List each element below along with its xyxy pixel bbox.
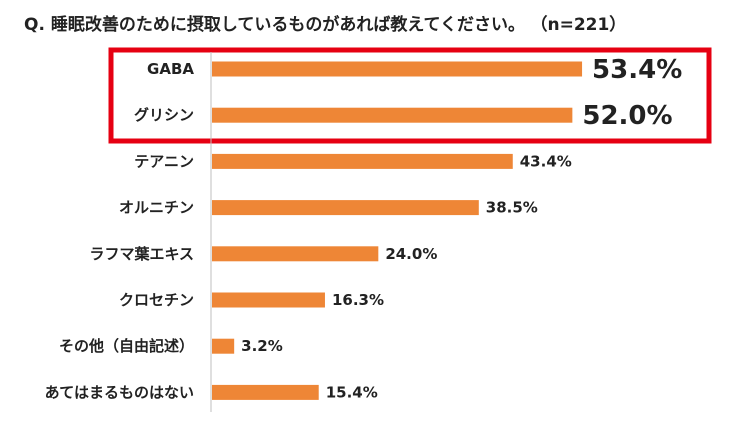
bar xyxy=(212,200,479,216)
category-label: あてはまるものはない xyxy=(45,383,194,401)
bar xyxy=(212,153,513,169)
category-label: クロセチン xyxy=(119,291,194,309)
bar xyxy=(212,338,235,354)
value-label: 3.2% xyxy=(241,337,283,355)
category-label: ラフマ葉エキス xyxy=(89,245,194,263)
category-label: グリシン xyxy=(134,106,194,124)
bar xyxy=(212,292,325,308)
value-label: 43.4% xyxy=(520,152,572,170)
category-label: その他（自由記述） xyxy=(59,337,194,355)
category-label: テアニン xyxy=(134,152,194,170)
value-label: 52.0% xyxy=(582,101,672,131)
value-label: 53.4% xyxy=(592,55,682,85)
sample-size: （n=221） xyxy=(538,15,627,35)
value-label: 24.0% xyxy=(385,245,437,263)
category-label: GABA xyxy=(147,60,194,78)
chart-title: Q. 睡眠改善のために摂取しているものがあれば教えてください。 （n=221） xyxy=(24,10,626,35)
category-label: オルニチン xyxy=(119,199,194,217)
value-label: 38.5% xyxy=(486,199,538,217)
value-label: 16.3% xyxy=(332,291,384,309)
bar xyxy=(212,246,379,262)
bar xyxy=(212,384,319,400)
bar xyxy=(212,107,573,123)
value-label: 15.4% xyxy=(326,383,378,401)
bar xyxy=(212,61,583,77)
question-text: Q. 睡眠改善のために摂取しているものがあれば教えてください。 xyxy=(24,15,525,35)
highlight-box xyxy=(108,47,712,144)
